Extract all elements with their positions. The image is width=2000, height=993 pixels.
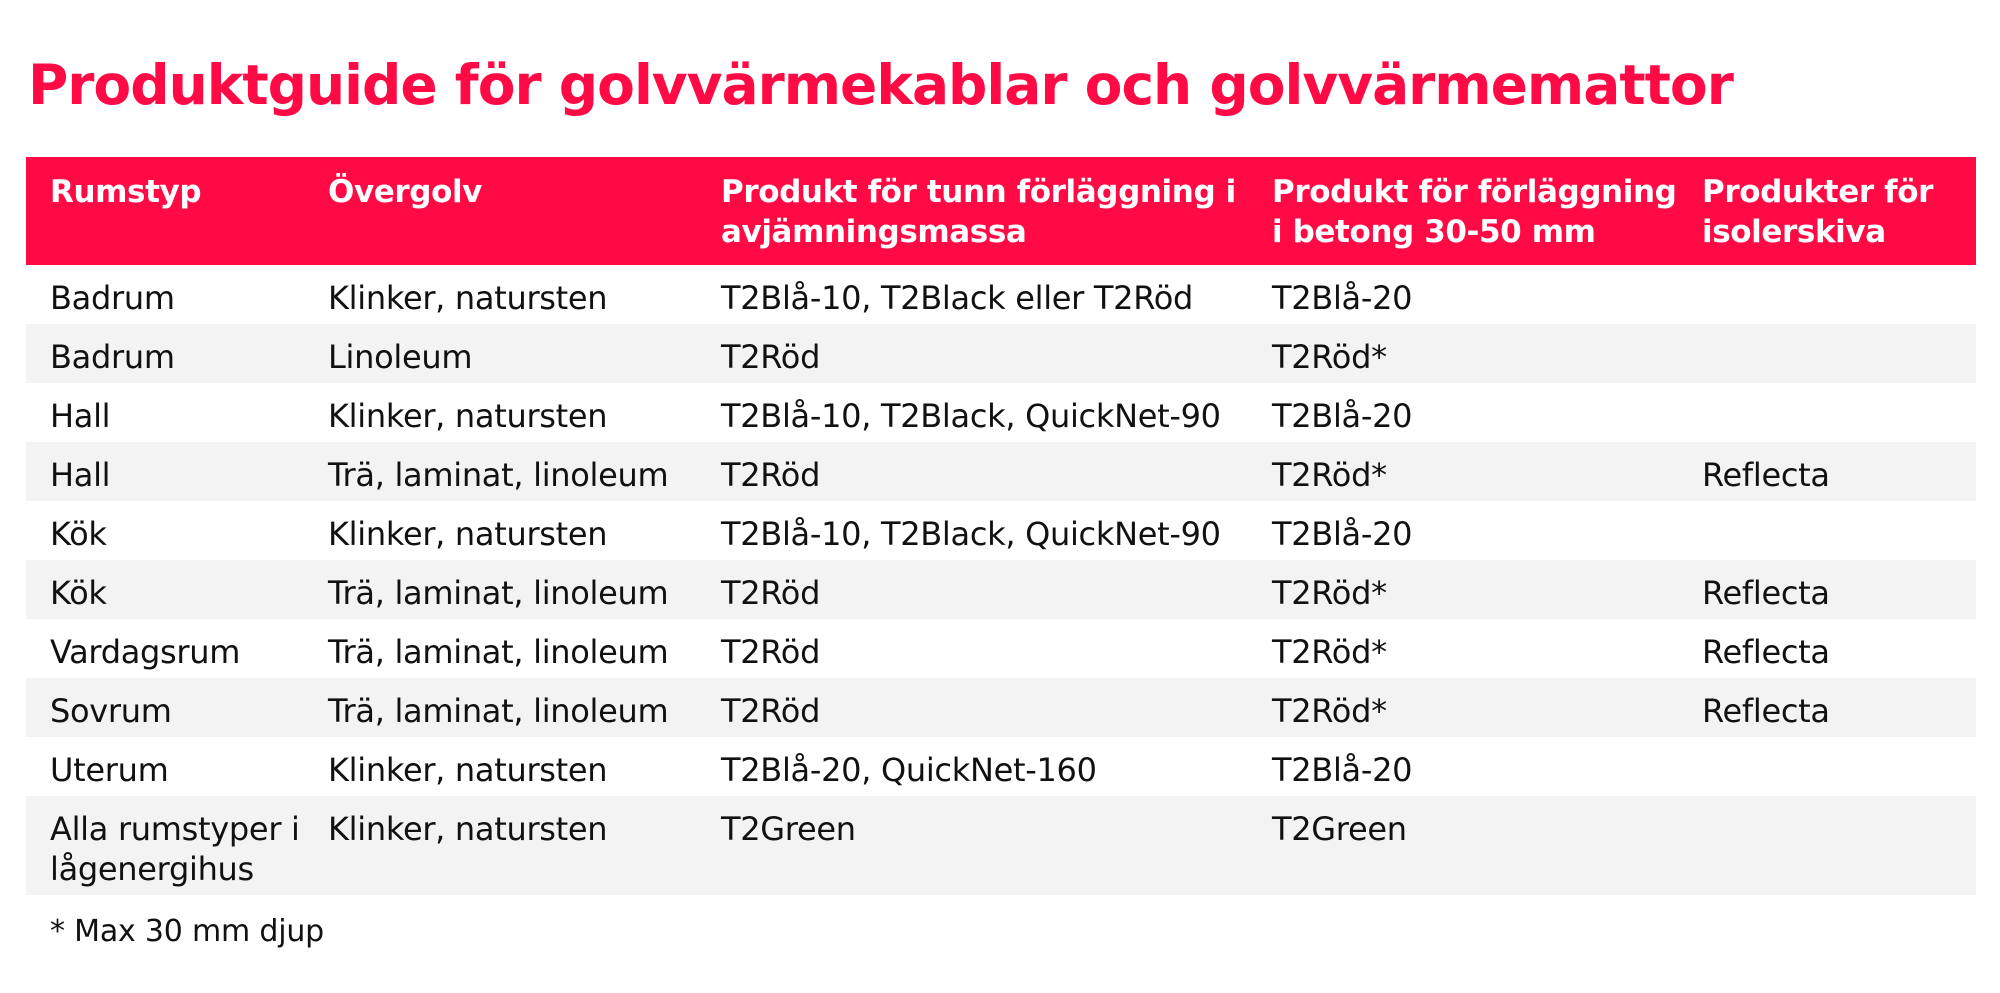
cell-overgolv: Trä, laminat, linoleum (328, 456, 669, 494)
cell-rumstyp: Vardagsrum (50, 633, 241, 671)
header-betong-forlaggning: Produkt för förläggning i betong 30-50 m… (1272, 174, 1677, 250)
cell-overgolv: Klinker, natursten (328, 515, 608, 553)
cell-rumstyp: Hall (50, 397, 111, 435)
cell-rumstyp: Hall (50, 456, 111, 494)
cell-overgolv: Linoleum (328, 338, 473, 376)
table-row: Badrum Klinker, natursten T2Blå-10, T2Bl… (26, 265, 1976, 324)
cell-overgolv: Klinker, natursten (328, 279, 608, 317)
cell-isolerskiva (1678, 324, 1976, 383)
cell-betong-forlaggning: T2Röd* (1272, 692, 1387, 730)
cell-isolerskiva: Reflecta (1702, 456, 1830, 494)
cell-tunn-forlaggning: T2Blå-10, T2Black eller T2Röd (721, 279, 1194, 317)
cell-betong-forlaggning: T2Blå-20 (1272, 279, 1413, 317)
cell-tunn-forlaggning: T2Röd (721, 692, 821, 730)
cell-rumstyp: Kök (50, 515, 107, 553)
cell-betong-forlaggning: T2Blå-20 (1272, 515, 1413, 553)
cell-isolerskiva: Reflecta (1702, 692, 1830, 730)
header-rumstyp: Rumstyp (50, 174, 202, 210)
cell-overgolv: Klinker, natursten (328, 810, 608, 848)
header-overgolv: Övergolv (328, 174, 482, 210)
cell-tunn-forlaggning: T2Röd (721, 633, 821, 671)
cell-betong-forlaggning: T2Blå-20 (1272, 397, 1413, 435)
cell-overgolv: Klinker, natursten (328, 397, 608, 435)
product-guide-table: Rumstyp Övergolv Produkt för tunn förläg… (26, 157, 1976, 895)
table-row: Badrum Linoleum T2Röd T2Röd* (26, 324, 1976, 383)
cell-isolerskiva: Reflecta (1702, 633, 1830, 671)
table-row: Kök Trä, laminat, linoleum T2Röd T2Röd* … (26, 560, 1976, 619)
table-row: Sovrum Trä, laminat, linoleum T2Röd T2Rö… (26, 678, 1976, 737)
cell-rumstyp: Badrum (50, 338, 175, 376)
cell-rumstyp: Uterum (50, 751, 169, 789)
cell-isolerskiva (1678, 501, 1976, 560)
table-row: Vardagsrum Trä, laminat, linoleum T2Röd … (26, 619, 1976, 678)
cell-betong-forlaggning: T2Röd* (1272, 574, 1387, 612)
table-row: Alla rumstyper i lågenergihus Klinker, n… (26, 796, 1976, 895)
page-title: Produktguide för golvvärmekablar och gol… (28, 53, 1734, 117)
table-header-row: Rumstyp Övergolv Produkt för tunn förläg… (26, 157, 1976, 265)
cell-isolerskiva: Reflecta (1702, 574, 1830, 612)
cell-overgolv: Trä, laminat, linoleum (328, 692, 669, 730)
footnote: * Max 30 mm djup (50, 914, 325, 949)
table-row: Hall Trä, laminat, linoleum T2Röd T2Röd*… (26, 442, 1976, 501)
table-row: Kök Klinker, natursten T2Blå-10, T2Black… (26, 501, 1976, 560)
cell-tunn-forlaggning: T2Green (721, 810, 856, 848)
cell-tunn-forlaggning: T2Blå-10, T2Black, QuickNet-90 (721, 515, 1221, 553)
cell-isolerskiva (1678, 796, 1976, 895)
header-isolerskiva: Produkter för isolerskiva (1702, 174, 1933, 250)
table-row: Hall Klinker, natursten T2Blå-10, T2Blac… (26, 383, 1976, 442)
table-row: Uterum Klinker, natursten T2Blå-20, Quic… (26, 737, 1976, 796)
cell-overgolv: Klinker, natursten (328, 751, 608, 789)
cell-isolerskiva (1678, 265, 1976, 324)
cell-overgolv: Trä, laminat, linoleum (328, 574, 669, 612)
cell-tunn-forlaggning: T2Blå-20, QuickNet-160 (721, 751, 1097, 789)
cell-betong-forlaggning: T2Green (1272, 810, 1407, 848)
cell-betong-forlaggning: T2Röd* (1272, 456, 1387, 494)
cell-rumstyp: Kök (50, 574, 107, 612)
cell-isolerskiva (1678, 737, 1976, 796)
cell-tunn-forlaggning: T2Röd (721, 574, 821, 612)
cell-betong-forlaggning: T2Blå-20 (1272, 751, 1413, 789)
cell-isolerskiva (1678, 383, 1976, 442)
cell-betong-forlaggning: T2Röd* (1272, 338, 1387, 376)
header-tunn-forlaggning: Produkt för tunn förläggning i avjämning… (721, 174, 1236, 250)
cell-tunn-forlaggning: T2Blå-10, T2Black, QuickNet-90 (721, 397, 1221, 435)
cell-tunn-forlaggning: T2Röd (721, 338, 821, 376)
cell-rumstyp: Alla rumstyper i lågenergihus (50, 810, 300, 888)
cell-rumstyp: Sovrum (50, 692, 172, 730)
cell-overgolv: Trä, laminat, linoleum (328, 633, 669, 671)
cell-rumstyp: Badrum (50, 279, 175, 317)
cell-tunn-forlaggning: T2Röd (721, 456, 821, 494)
cell-betong-forlaggning: T2Röd* (1272, 633, 1387, 671)
